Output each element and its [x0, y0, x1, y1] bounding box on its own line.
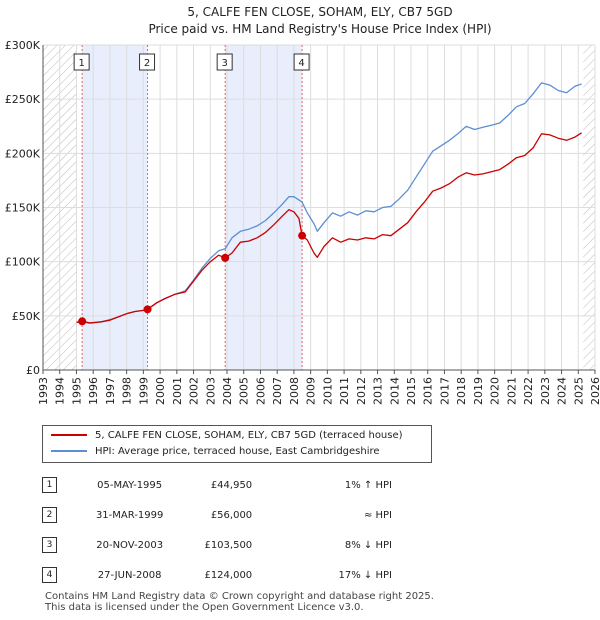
x-tick-label: 2002 [188, 377, 201, 405]
sale-point [298, 231, 307, 240]
transaction-price: £44,950 [210, 479, 253, 491]
property-series-line [76, 132, 582, 324]
legend-property-label: 5, CALFE FEN CLOSE, SOHAM, ELY, CB7 5GD … [95, 430, 403, 441]
transaction-date: 31-MAR-1999 [95, 509, 164, 521]
transaction-label: 2 [144, 58, 150, 69]
x-tick-label: 2017 [438, 377, 451, 405]
footer-licence: This data is licensed under the Open Gov… [45, 602, 364, 613]
chart-subtitle: Price paid vs. HM Land Registry's House … [148, 22, 491, 36]
x-tick-label: 2013 [372, 377, 385, 405]
transaction-label-box [293, 53, 310, 71]
transaction-date: 27-JUN-2008 [97, 569, 162, 581]
y-tick-label: £100K [5, 256, 41, 269]
table-row: 2 31-MAR-1999 £56,000 ≈ HPI [42, 500, 402, 530]
footer-attribution: Contains HM Land Registry data © Crown c… [45, 591, 434, 613]
hpi-series-line [76, 82, 582, 325]
transaction-date: 20-NOV-2003 [96, 539, 164, 551]
transaction-label: 4 [298, 58, 304, 69]
x-tick-label: 1998 [121, 377, 134, 405]
sale-point [143, 305, 152, 314]
legend-item-hpi: HPI: Average price, terraced house, East… [51, 444, 380, 460]
x-tick-label: 2018 [455, 377, 468, 405]
sale-point [221, 253, 230, 262]
x-tick-label: 2022 [522, 377, 535, 405]
y-tick-label: £250K [5, 93, 41, 106]
x-tick-label: 2006 [254, 377, 267, 405]
x-tick-label: 1994 [54, 377, 67, 405]
y-tick-label: £0 [26, 364, 40, 377]
x-tick-label: 2026 [589, 377, 600, 405]
transaction-number: 2 [42, 507, 57, 523]
x-tick-label: 2008 [288, 377, 301, 405]
x-tick-label: 2003 [204, 377, 217, 405]
footer-copyright: Contains HM Land Registry data © Crown c… [45, 591, 434, 602]
transaction-hpi-relation: ≈ HPI [363, 509, 392, 521]
sale-point [78, 317, 87, 326]
legend-hpi-swatch [51, 450, 87, 452]
y-tick-label: £150K [5, 202, 41, 215]
table-row: 4 27-JUN-2008 £124,000 17% ↓ HPI [42, 560, 402, 590]
x-tick-label: 2024 [556, 377, 569, 405]
transaction-label: 3 [221, 58, 227, 69]
x-tick-label: 2011 [338, 377, 351, 405]
transaction-number: 4 [42, 567, 57, 583]
transaction-hpi-relation: 17% ↓ HPI [338, 569, 392, 581]
x-tick-label: 1996 [87, 377, 100, 405]
transaction-label-box [73, 53, 90, 71]
x-tick-label: 1995 [70, 377, 83, 405]
y-tick-label: £300K [5, 39, 41, 52]
table-row: 3 20-NOV-2003 £103,500 8% ↓ HPI [42, 530, 402, 560]
x-tick-label: 2001 [171, 377, 184, 405]
x-tick-label: 2009 [305, 377, 318, 405]
x-tick-label: 2012 [355, 377, 368, 405]
transaction-number: 3 [42, 537, 57, 553]
x-tick-label: 1999 [137, 377, 150, 405]
x-tick-label: 2023 [539, 377, 552, 405]
x-tick-label: 2004 [221, 377, 234, 405]
x-tick-label: 1997 [104, 377, 117, 405]
transaction-date: 05-MAY-1995 [97, 479, 163, 491]
transaction-label: 1 [78, 58, 84, 69]
y-tick-label: £200K [5, 147, 41, 160]
x-tick-label: 2007 [271, 377, 284, 405]
x-tick-label: 2021 [505, 377, 518, 405]
transaction-hpi-relation: 8% ↓ HPI [344, 539, 392, 551]
transaction-hpi-relation: 1% ↑ HPI [344, 479, 392, 491]
x-tick-label: 2020 [489, 377, 502, 405]
x-tick-label: 2016 [422, 377, 435, 405]
transaction-price: £56,000 [210, 509, 253, 521]
transaction-label-box [216, 53, 233, 71]
x-tick-label: 2005 [238, 377, 251, 405]
x-tick-label: 2015 [405, 377, 418, 405]
chart-title: 5, CALFE FEN CLOSE, SOHAM, ELY, CB7 5GD [187, 5, 452, 19]
x-tick-label: 2000 [154, 377, 167, 405]
transactions-table: 1 05-MAY-1995 £44,950 1% ↑ HPI 2 31-MAR-… [42, 470, 402, 590]
x-tick-label: 2019 [472, 377, 485, 405]
transaction-label-box [139, 53, 156, 71]
transaction-price: £124,000 [204, 569, 253, 581]
price-chart: 5, CALFE FEN CLOSE, SOHAM, ELY, CB7 5GD … [5, 5, 600, 405]
transaction-price: £103,500 [204, 539, 253, 551]
x-tick-label: 2010 [321, 377, 334, 405]
x-tick-label: 2025 [572, 377, 585, 405]
transaction-number: 1 [42, 477, 57, 493]
x-tick-label: 1993 [37, 377, 50, 405]
legend-item-property: 5, CALFE FEN CLOSE, SOHAM, ELY, CB7 5GD … [51, 428, 403, 444]
legend-property-swatch [51, 434, 87, 436]
y-tick-label: £50K [12, 310, 41, 323]
table-row: 1 05-MAY-1995 £44,950 1% ↑ HPI [42, 470, 402, 500]
x-tick-label: 2014 [388, 377, 401, 405]
legend-hpi-label: HPI: Average price, terraced house, East… [95, 446, 380, 457]
chart-legend: 5, CALFE FEN CLOSE, SOHAM, ELY, CB7 5GD … [42, 425, 432, 463]
